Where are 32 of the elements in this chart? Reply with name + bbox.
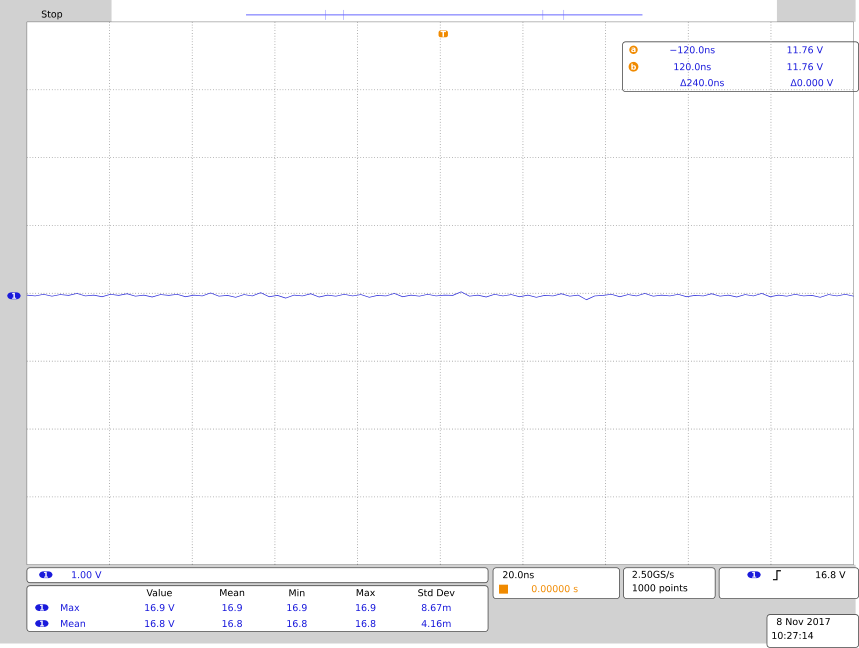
text: Stop	[42, 10, 62, 20]
text: 20.0ns	[503, 571, 534, 578]
text: 0.00000 s	[532, 585, 578, 592]
text: 1.00 V	[72, 571, 102, 578]
text: Std Dev	[418, 589, 455, 596]
text: 16.8	[222, 620, 242, 628]
text: 11.76 V	[788, 46, 823, 54]
text: 16.9 V	[145, 604, 175, 612]
text: 16.8 V	[145, 620, 175, 628]
text: Mean	[220, 589, 244, 596]
text: 16.8 V	[816, 571, 846, 578]
text: Δ0.000 V	[790, 79, 834, 86]
text: 1000 points	[632, 584, 688, 594]
text: Min	[289, 589, 304, 596]
text: 10:27:14	[772, 632, 814, 640]
text: 16.8	[356, 620, 376, 628]
text: 120.0ns	[674, 63, 711, 70]
text: Mean	[61, 620, 86, 628]
text: 16.9	[287, 604, 307, 612]
text: −120.0ns	[670, 46, 715, 54]
text: 16.9	[356, 604, 376, 612]
text: 8 Nov 2017	[776, 618, 830, 626]
text: 8.67m	[422, 604, 451, 612]
text: Max	[61, 604, 80, 612]
text: 16.9	[222, 604, 242, 612]
text: Max	[356, 589, 376, 596]
text: Δ240.0ns	[680, 79, 724, 86]
text: Value	[146, 589, 172, 596]
text: 11.76 V	[788, 63, 823, 70]
text: 16.8	[287, 620, 307, 628]
text: 4.16m	[422, 620, 451, 628]
text: 2.50GS/s	[632, 570, 674, 579]
